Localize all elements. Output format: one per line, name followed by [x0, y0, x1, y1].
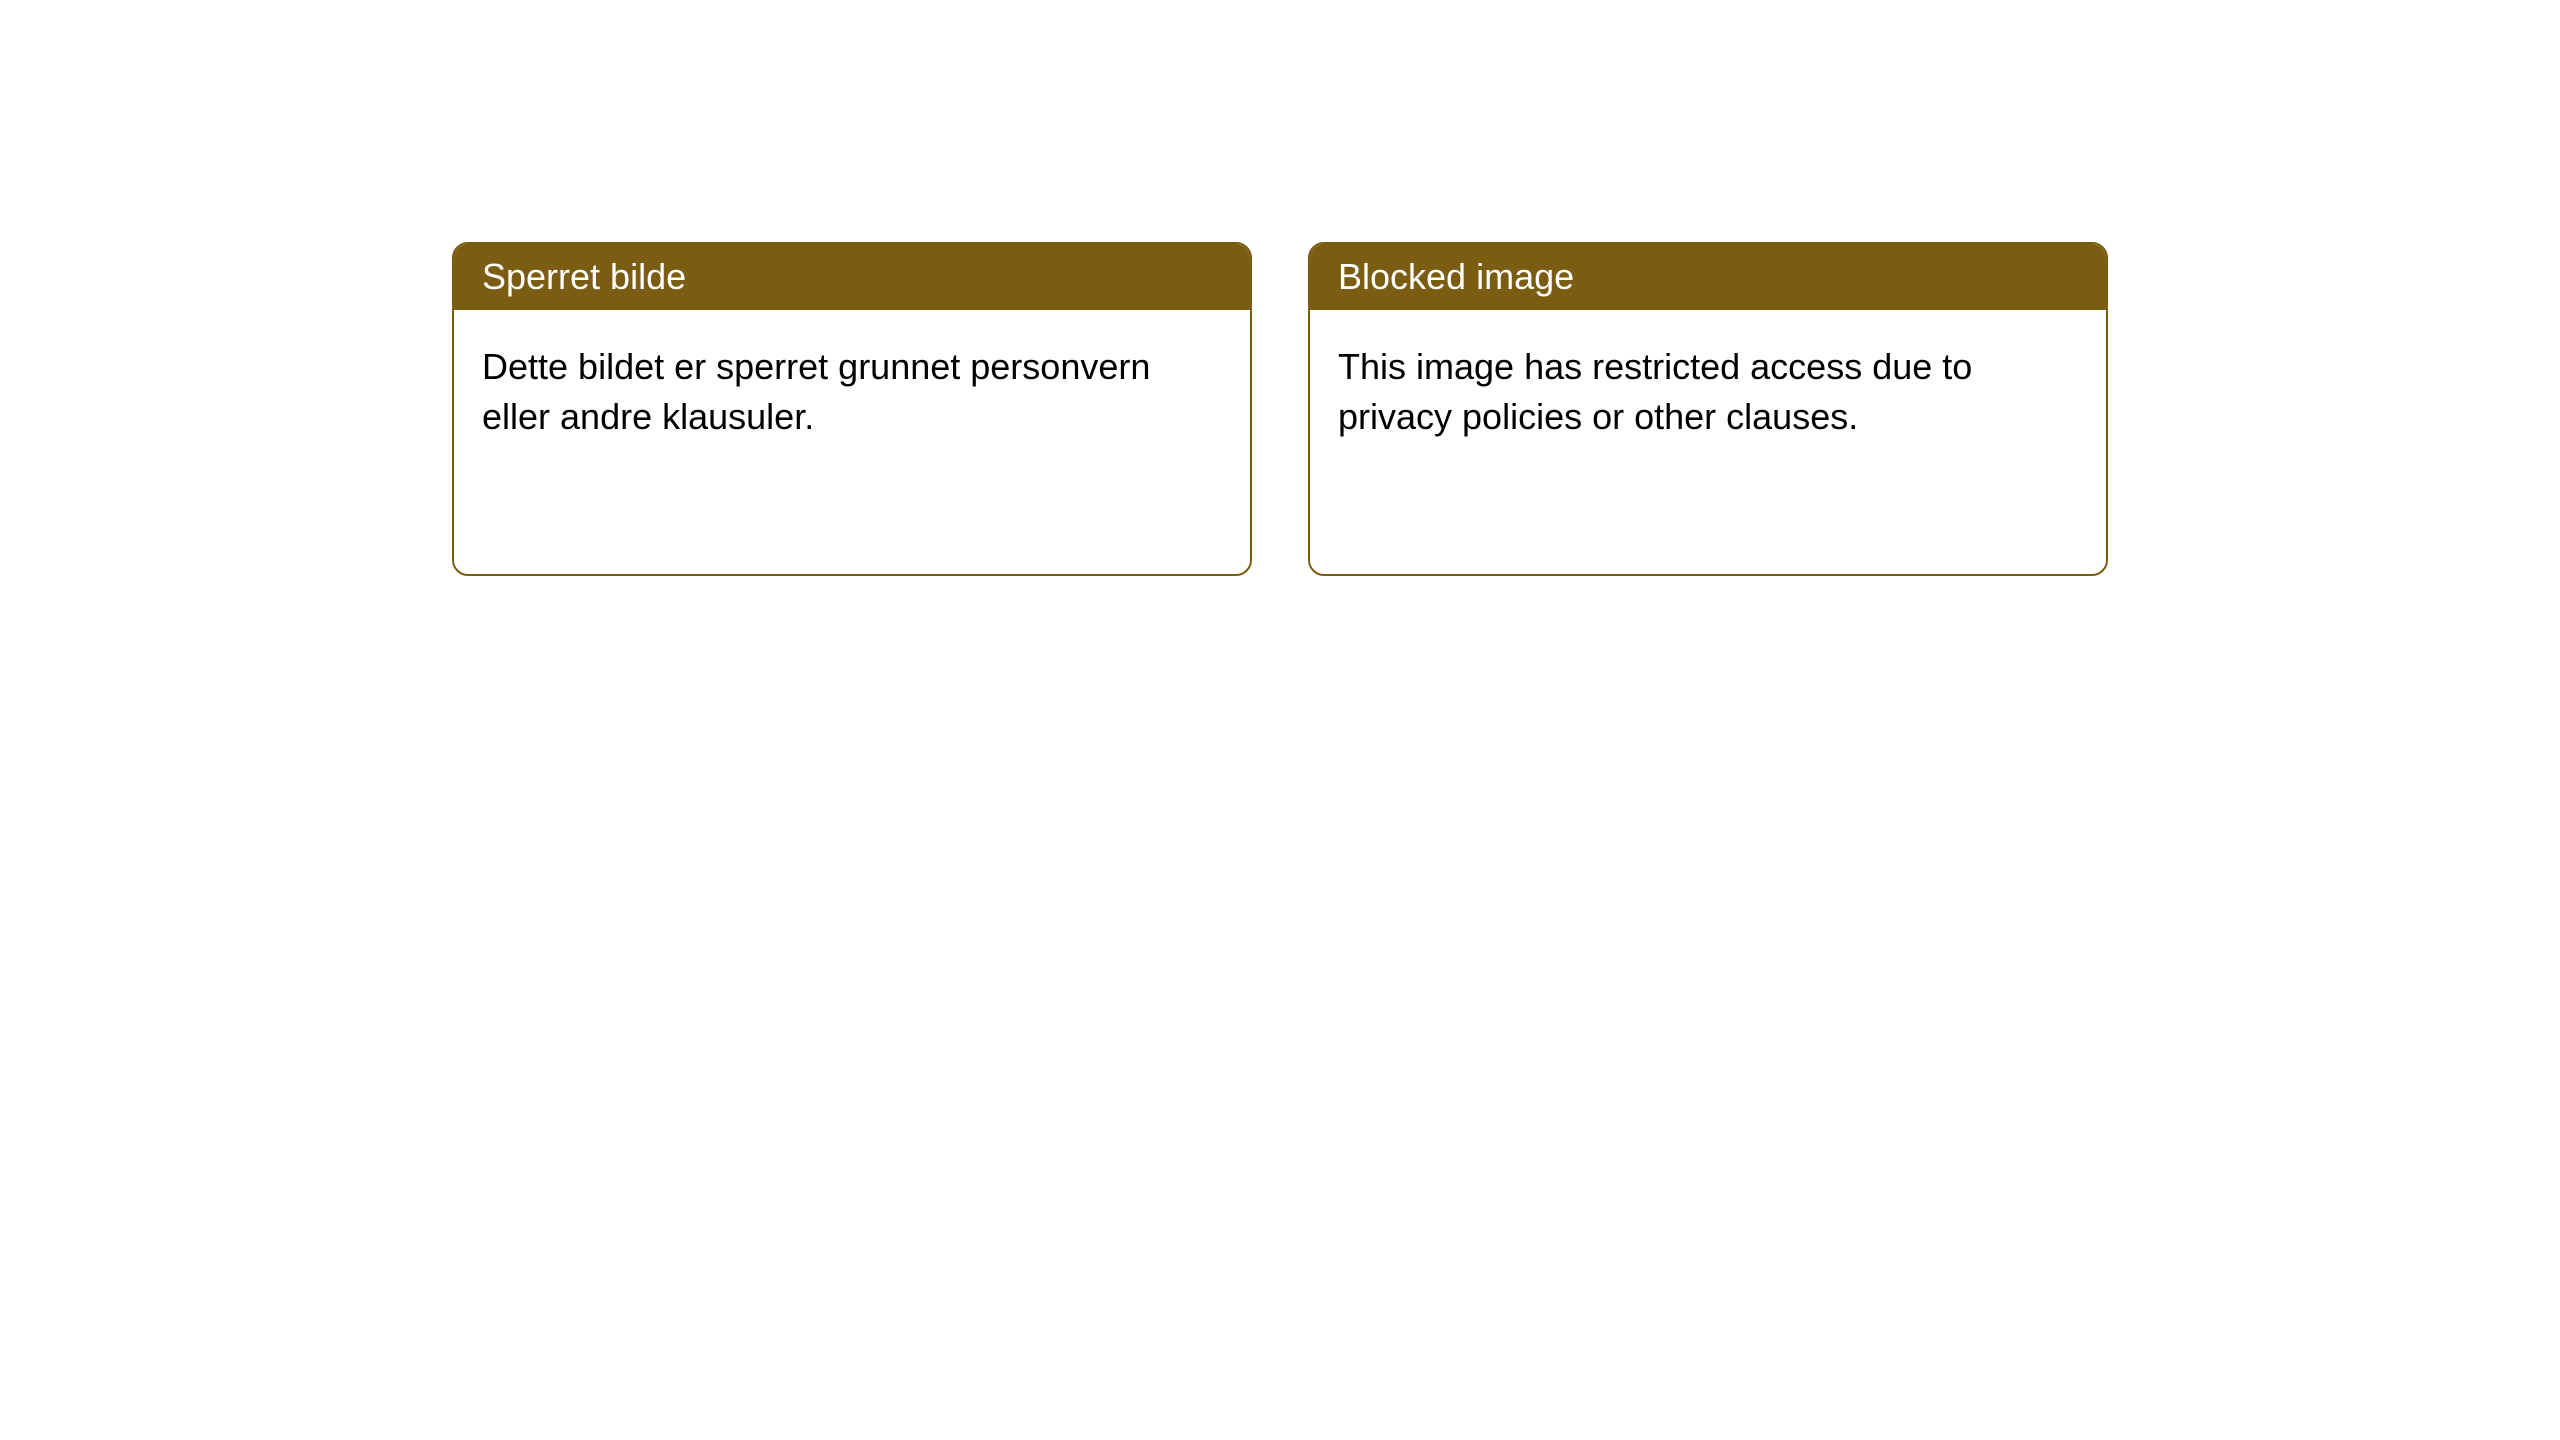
notice-body-text: Dette bildet er sperret grunnet personve… [482, 346, 1150, 437]
notice-body: This image has restricted access due to … [1310, 310, 2106, 475]
notice-container: Sperret bilde Dette bildet er sperret gr… [452, 242, 2108, 1440]
notice-header: Blocked image [1310, 244, 2106, 310]
notice-body: Dette bildet er sperret grunnet personve… [454, 310, 1250, 475]
notice-title: Sperret bilde [482, 256, 686, 297]
notice-card-norwegian: Sperret bilde Dette bildet er sperret gr… [452, 242, 1252, 576]
notice-header: Sperret bilde [454, 244, 1250, 310]
notice-title: Blocked image [1338, 256, 1574, 297]
notice-body-text: This image has restricted access due to … [1338, 346, 1972, 437]
notice-card-english: Blocked image This image has restricted … [1308, 242, 2108, 576]
